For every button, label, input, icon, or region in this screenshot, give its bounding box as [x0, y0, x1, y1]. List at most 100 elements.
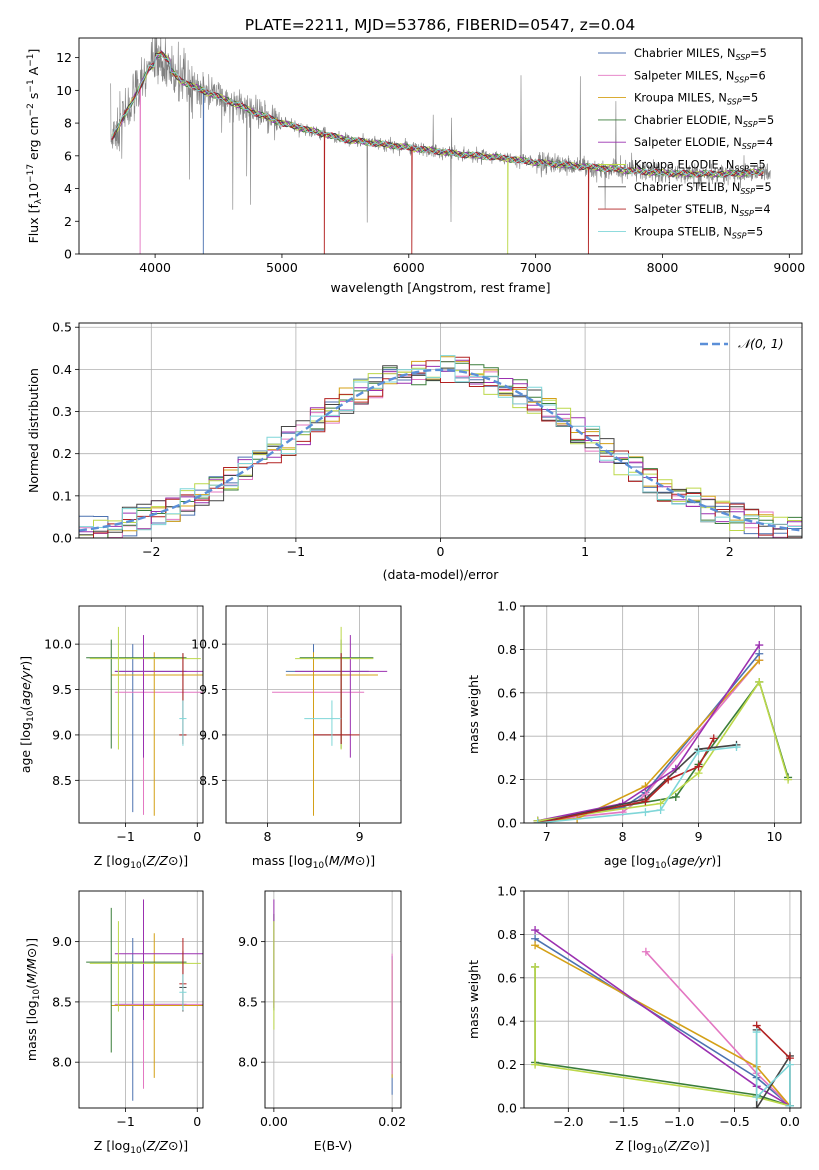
weight-marker: [641, 808, 650, 817]
legend-entry-6: Kroupa ELODIE, NSSP=5: [634, 159, 766, 174]
y-tick-label: 0: [64, 247, 72, 262]
y-tick-label: 0.4: [497, 729, 517, 744]
y-tick-label: 8.0: [52, 1055, 72, 1070]
weight-marker: [755, 641, 764, 650]
y-tick-label: 0.0: [497, 1101, 517, 1116]
normal-curve: [79, 368, 802, 532]
legend-entry-8: Salpeter STELIB, NSSP=4: [634, 203, 771, 218]
x-tick-label: −0.5: [719, 1114, 749, 1129]
legend-entry-1: Chabrier MILES, NSSP=5: [634, 47, 767, 62]
panel-mass-vs-Z: −1 0 8.0 8.5 9.0 Z [log10(Z/Z⊙)] mass [log10(M…: [24, 890, 204, 1156]
weight-line-2: [645, 951, 791, 1107]
y-tick-label: 0.5: [52, 320, 72, 335]
x-axis-label: age [log10(age/yr)]: [604, 853, 721, 871]
y-tick-label: 0.2: [497, 1057, 517, 1072]
weight-marker: [755, 656, 764, 665]
y-axis-label: age [log10(age/yr)]: [18, 656, 36, 773]
y-tick-label: 9.5: [199, 682, 219, 697]
x-tick-label: −1: [116, 829, 134, 844]
x-axis-label: (data-model)/error: [383, 567, 500, 582]
x-tick-label: 0: [193, 829, 201, 844]
weight-marker: [641, 947, 650, 956]
weight-line-8: [756, 1024, 791, 1059]
weight-marker: [531, 926, 540, 935]
y-tick-label: 9.0: [52, 727, 72, 742]
y-tick-label: 0.4: [52, 362, 72, 377]
weight-line-4: [537, 680, 789, 822]
x-tick-label: 9: [695, 829, 703, 844]
weight-marker: [671, 792, 680, 801]
model-spectrum-line-9: [111, 53, 764, 178]
y-tick-label: 1.0: [497, 884, 517, 899]
weight-marker: [656, 805, 665, 814]
y-tick-label: 8: [64, 116, 72, 131]
x-tick-label: 6000: [393, 260, 425, 275]
residual-histogram-9: [79, 355, 802, 538]
legend-entry-2: Salpeter MILES, NSSP=6: [634, 69, 766, 84]
weight-marker: [709, 734, 718, 743]
x-tick-label: 1: [581, 544, 589, 559]
model-spectrum-line-5: [111, 50, 764, 178]
x-axis-label: Z [log10(Z/Z⊙)]: [94, 1138, 188, 1156]
legend-spectrum: Chabrier MILES, NSSP=5 Salpeter MILES, NS…: [598, 47, 774, 240]
x-tick-label: 8: [263, 829, 271, 844]
x-tick-label: −1.5: [609, 1114, 639, 1129]
y-tick-label: 8.5: [52, 773, 72, 788]
y-tick-label: 0.3: [52, 404, 72, 419]
x-axis-label: mass [log10(M/M⊙)]: [252, 853, 375, 871]
x-axis-label: Z [log10(Z/Z⊙)]: [615, 1138, 709, 1156]
plot-area-age-vs-mass: [226, 606, 401, 823]
weight-marker: [664, 775, 673, 784]
panel-spectrum: 4000 5000 6000 7000 8000 9000 0 2 4 6 8 10 12 wavelen…: [26, 37, 805, 295]
axes-frame: [523, 890, 802, 1109]
x-tick-label: 2: [726, 544, 734, 559]
x-tick-label: 8000: [647, 260, 679, 275]
x-tick-label: −1: [287, 544, 305, 559]
legend-entry-9: Kroupa STELIB, NSSP=5: [634, 225, 763, 240]
axes-frame: [264, 890, 402, 1109]
x-tick-label: 9000: [773, 260, 805, 275]
weight-line-5: [537, 644, 760, 822]
y-tick-label: 10: [56, 83, 72, 98]
y-tick-label: 12: [56, 50, 72, 65]
y-tick-label: 8.5: [52, 994, 72, 1009]
y-tick-label: 8.5: [199, 773, 219, 788]
legend-entry-5: Salpeter ELODIE, NSSP=4: [634, 136, 773, 151]
figure-title: PLATE=2211, MJD=53786, FIBERID=0547, z=0…: [245, 16, 635, 34]
y-tick-label: 10.0: [44, 637, 72, 652]
y-axis-label: Normed distribution: [26, 368, 41, 493]
x-axis-label: Z [log10(Z/Z⊙)]: [94, 853, 188, 871]
weight-marker: [785, 1060, 794, 1069]
y-tick-label: 9.0: [238, 934, 258, 949]
weight-marker: [732, 743, 741, 752]
axes-frame: [78, 890, 204, 1109]
panel-residuals: −2 −1 0 1 2 0.0 0.1 0.2 0.3 0.4 0.5 (data-model)/er…: [26, 320, 803, 582]
model-spectrum-line-8: [111, 51, 764, 254]
y-tick-label: 8.0: [238, 1055, 258, 1070]
legend-entry-3: Kroupa MILES, NSSP=5: [634, 92, 758, 107]
weight-marker: [694, 762, 703, 771]
panel-mass-vs-EBV: 0.00 0.02 8.0 8.5 9.0 E(B-V): [238, 890, 406, 1153]
x-tick-label: 0.0: [780, 1114, 800, 1129]
y-axis-label: mass [log10(M/M⊙)]: [24, 938, 42, 1061]
x-tick-label: 10: [766, 829, 782, 844]
panel-weight-vs-Z: −2.0 −1.5 −1.0 −0.5 0.0 0.0 0.2 0.4 0.6 0.8 1.0 mas…: [466, 884, 802, 1156]
x-tick-label: 7000: [520, 260, 552, 275]
plot-area-residuals: [79, 323, 802, 538]
weight-marker: [694, 747, 703, 756]
weight-marker: [641, 797, 650, 806]
weight-marker: [752, 1104, 761, 1108]
weight-line-6: [534, 967, 791, 1107]
y-tick-label: 8.5: [238, 994, 258, 1009]
panel-weight-vs-age: 7 8 9 10 0.0 0.2 0.4 0.6 0.8 1.0 mass weight age [l…: [466, 599, 802, 871]
weight-line-9: [537, 746, 737, 823]
weight-line-4: [534, 967, 791, 1107]
weight-line-9: [755, 1032, 791, 1106]
y-tick-label: 0.0: [497, 816, 517, 831]
y-tick-label: 0.1: [52, 488, 72, 503]
x-tick-label: 0.00: [260, 1114, 288, 1129]
panel-age-vs-mass: 8 9 8.5 9.0 9.5 10.0 mass [log10(M/M⊙)]: [191, 605, 402, 871]
y-tick-label: 9.0: [52, 934, 72, 949]
plot-area-age-vs-Z: [79, 606, 203, 823]
y-tick-label: 2: [64, 214, 72, 229]
